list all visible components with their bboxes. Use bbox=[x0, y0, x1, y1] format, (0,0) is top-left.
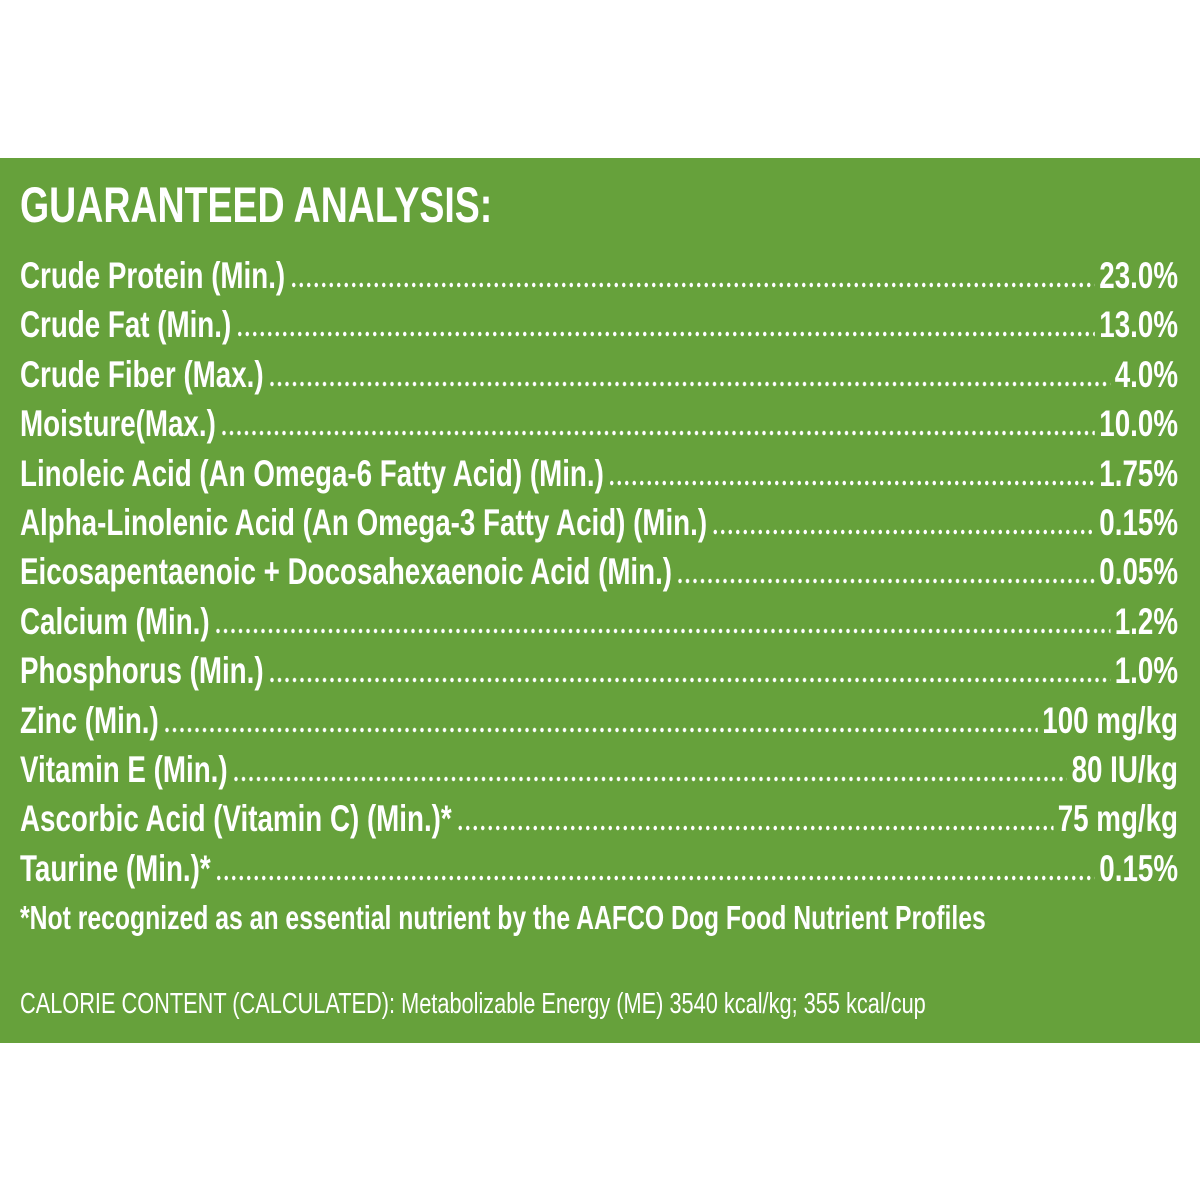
nutrient-value: 1.2% bbox=[1114, 600, 1178, 642]
nutrient-value: 75 mg/kg bbox=[1057, 798, 1178, 840]
nutrient-value: 23.0% bbox=[1099, 255, 1178, 296]
nutrient-value: 1.75% bbox=[1099, 452, 1178, 494]
analysis-row: Phosphorus (Min.) 1.0% bbox=[20, 646, 1178, 695]
calorie-text: Metabolizable Energy (ME) 3540 kcal/kg; … bbox=[401, 988, 926, 1020]
nutrient-name: Ascorbic Acid (Vitamin C) (Min.)* bbox=[20, 798, 452, 840]
analysis-row: Vitamin E (Min.) 80 IU/kg bbox=[20, 745, 1178, 794]
analysis-row: Zinc (Min.) 100 mg/kg bbox=[20, 696, 1178, 745]
analysis-rows: Crude Protein (Min.) 23.0% Crude Fat (Min.… bbox=[20, 251, 1178, 893]
nutrient-name: Zinc (Min.) bbox=[20, 699, 159, 741]
nutrient-name: Phosphorus (Min.) bbox=[20, 650, 264, 692]
nutrient-name: Vitamin E (Min.) bbox=[20, 748, 228, 790]
analysis-row: Taurine (Min.)* 0.15% bbox=[20, 844, 1178, 893]
nutrient-name: Eicosapentaenoic + Docosahexaenoic Acid … bbox=[20, 551, 673, 593]
dot-leader bbox=[214, 627, 1111, 634]
analysis-row: Crude Fiber (Max.) 4.0% bbox=[20, 350, 1178, 399]
nutrient-name: Moisture(Max.) bbox=[20, 403, 216, 445]
nutrient-name: Crude Protein (Min.) bbox=[20, 255, 286, 296]
nutrient-value: 0.15% bbox=[1099, 501, 1178, 543]
dot-leader bbox=[163, 726, 1038, 733]
label-panel: GUARANTEED ANALYSIS: Crude Protein (Min.… bbox=[0, 158, 1200, 1043]
analysis-row: Calcium (Min.) 1.2% bbox=[20, 597, 1178, 646]
dot-leader bbox=[232, 775, 1068, 782]
nutrient-name: Crude Fat (Min.) bbox=[20, 304, 232, 346]
analysis-row: Ascorbic Acid (Vitamin C) (Min.)* 75 mg/k… bbox=[20, 794, 1178, 843]
nutrient-name: Alpha-Linolenic Acid (An Omega-3 Fatty A… bbox=[20, 501, 708, 543]
nutrient-value: 13.0% bbox=[1099, 304, 1178, 346]
dot-leader bbox=[268, 677, 1111, 684]
dot-leader bbox=[289, 282, 1095, 288]
nutrient-value: 1.0% bbox=[1114, 650, 1178, 692]
dot-leader bbox=[456, 825, 1054, 832]
nutrient-value: 4.0% bbox=[1114, 353, 1178, 395]
analysis-row: Moisture(Max.) 10.0% bbox=[20, 399, 1178, 448]
nutrient-name: Taurine (Min.)* bbox=[20, 847, 211, 889]
nutrient-value: 100 mg/kg bbox=[1042, 699, 1178, 741]
dot-leader bbox=[235, 331, 1095, 338]
analysis-row: Crude Protein (Min.) 23.0% bbox=[20, 251, 1178, 300]
dot-leader bbox=[268, 380, 1111, 387]
nutrient-name: Crude Fiber (Max.) bbox=[20, 353, 264, 395]
nutrient-value: 0.15% bbox=[1099, 847, 1178, 889]
footnote: *Not recognized as an essential nutrient… bbox=[20, 899, 986, 936]
nutrient-name: Linoleic Acid (An Omega-6 Fatty Acid) (M… bbox=[20, 452, 604, 494]
calorie-content: CALORIE CONTENT (CALCULATED): Metaboliza… bbox=[20, 985, 926, 1023]
nutrient-value: 80 IU/kg bbox=[1071, 748, 1178, 790]
dot-leader bbox=[215, 874, 1095, 881]
calorie-label: CALORIE CONTENT (CALCULATED): bbox=[20, 988, 396, 1020]
analysis-row: Alpha-Linolenic Acid (An Omega-3 Fatty A… bbox=[20, 498, 1178, 547]
nutrient-name: Calcium (Min.) bbox=[20, 600, 210, 642]
dot-leader bbox=[608, 479, 1095, 486]
title: GUARANTEED ANALYSIS: bbox=[20, 177, 493, 233]
dot-leader bbox=[676, 578, 1095, 585]
analysis-row: Linoleic Acid (An Omega-6 Fatty Acid) (M… bbox=[20, 449, 1178, 498]
analysis-row: Eicosapentaenoic + Docosahexaenoic Acid … bbox=[20, 547, 1178, 596]
dot-leader bbox=[711, 528, 1095, 535]
dot-leader bbox=[220, 430, 1095, 437]
nutrient-value: 0.05% bbox=[1099, 551, 1178, 593]
analysis-row: Crude Fat (Min.) 13.0% bbox=[20, 300, 1178, 349]
nutrient-value: 10.0% bbox=[1099, 403, 1178, 445]
